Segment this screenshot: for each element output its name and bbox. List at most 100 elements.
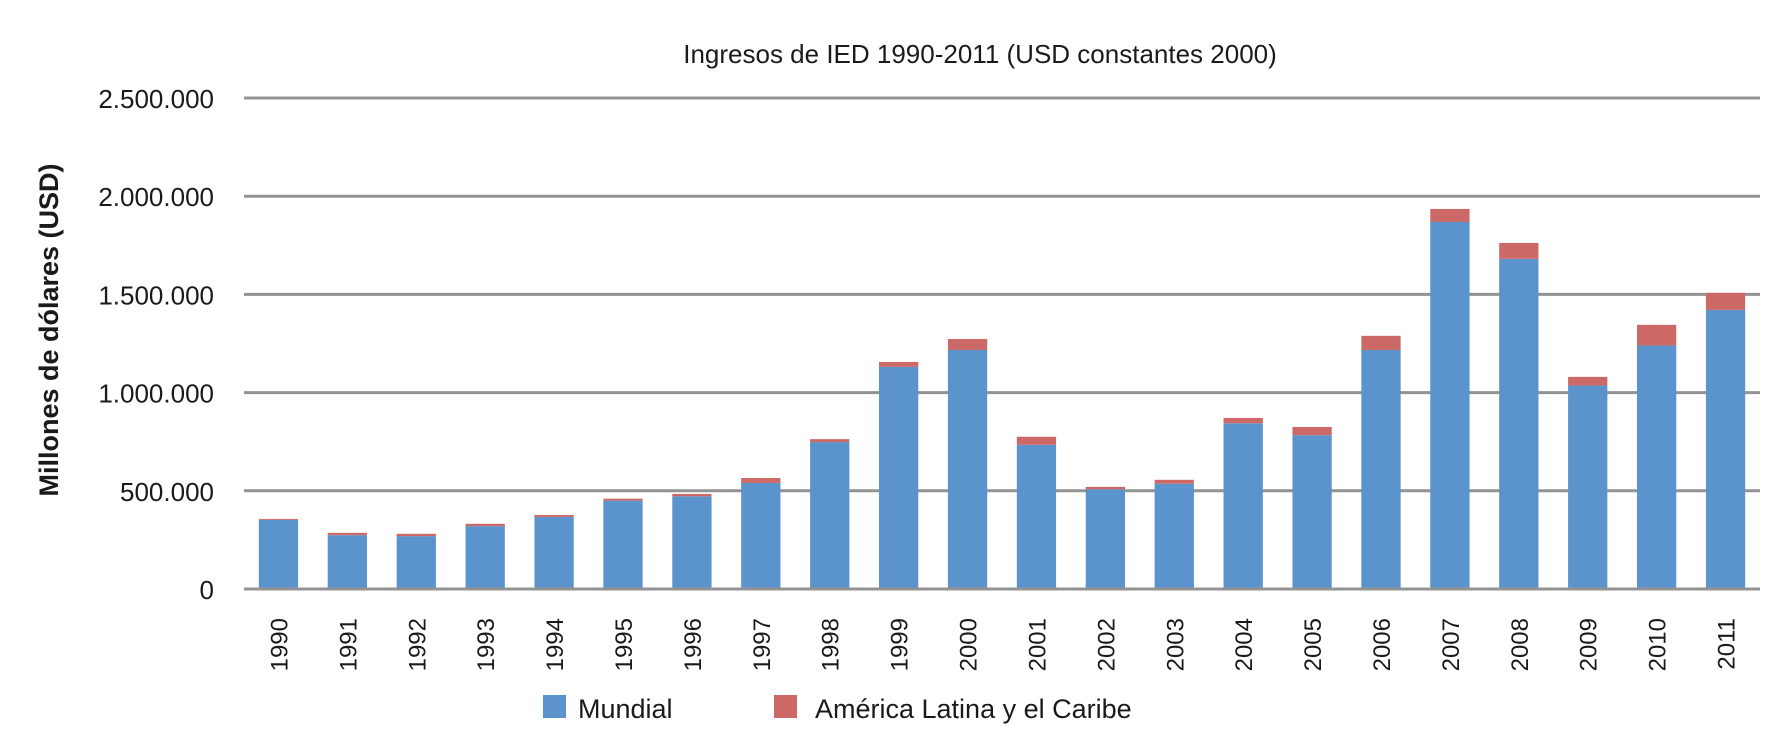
bar-group-1992: [396, 533, 436, 589]
bar-america-latina-1992: [396, 533, 436, 537]
x-tick-label: 1995: [611, 618, 638, 671]
bar-america-latina-2000: [947, 338, 988, 350]
legend-label-america-latina: América Latina y el Caribe: [815, 694, 1132, 724]
y-axis-label: Millones de dólares (USD): [34, 163, 64, 496]
x-tick-label: 1993: [473, 618, 500, 671]
bar-mundial-1998: [810, 442, 850, 589]
bar-mundial-2000: [947, 349, 988, 589]
bar-group-1995: [603, 498, 643, 589]
bar-group-1993: [465, 523, 505, 589]
bar-mundial-2010: [1636, 345, 1677, 589]
bar-america-latina-1993: [465, 523, 505, 527]
bar-mundial-2006: [1361, 349, 1401, 589]
bar-group-1997: [741, 478, 781, 589]
bar-mundial-1994: [534, 516, 574, 589]
bar-america-latina-2009: [1568, 376, 1608, 386]
bar-mundial-2011: [1705, 309, 1746, 589]
bar-america-latina-2003: [1154, 479, 1194, 484]
bar-america-latina-2006: [1361, 335, 1401, 350]
x-tick-label: 2011: [1714, 618, 1741, 670]
bar-mundial-2004: [1223, 423, 1263, 589]
bar-group-2001: [1016, 436, 1057, 589]
bar-group-2008: [1499, 242, 1539, 589]
y-tick-label: 1.500.000: [98, 280, 214, 310]
x-tick-label: 2001: [1024, 618, 1051, 671]
bar-america-latina-2011: [1705, 292, 1746, 310]
bar-mundial-1993: [465, 526, 505, 589]
bar-mundial-1992: [396, 536, 436, 589]
bar-mundial-2005: [1292, 435, 1332, 589]
y-axis-ticks: 0 500.000 1.000.000 1.500.000 2.000.000 2.500…: [98, 84, 214, 605]
x-tick-label: 2004: [1231, 618, 1258, 671]
bar-mundial-2009: [1568, 385, 1608, 589]
legend-swatch-mundial: [543, 695, 566, 718]
bar-mundial-2001: [1016, 444, 1057, 589]
legend: Mundial América Latina y el Caribe: [543, 694, 1132, 724]
bar-group-2005: [1292, 426, 1332, 589]
x-tick-label: 1996: [680, 618, 707, 671]
x-tick-label: 2005: [1300, 618, 1327, 671]
bar-mundial-1997: [741, 482, 781, 589]
bar-mundial-2002: [1085, 489, 1126, 589]
bar-group-1998: [810, 439, 850, 589]
bars: [244, 208, 1760, 591]
bar-group-2007: [1430, 208, 1470, 589]
bar-mundial-2007: [1430, 221, 1470, 589]
bar-mundial-2008: [1499, 258, 1539, 589]
bar-group-2006: [1361, 335, 1401, 589]
bar-america-latina-1995: [603, 498, 643, 501]
x-tick-label: 1994: [542, 618, 569, 671]
bar-mundial-1990: [258, 519, 299, 589]
x-tick-label: 1992: [404, 618, 431, 671]
y-tick-label: 0: [200, 575, 214, 605]
x-tick-label: 1991: [335, 618, 362, 671]
bar-mundial-1999: [878, 366, 919, 589]
x-tick-label: 2009: [1576, 618, 1603, 671]
y-tick-label: 1.000.000: [98, 379, 214, 409]
bar-group-1990: [258, 518, 299, 589]
y-tick-label: 2.500.000: [98, 84, 214, 114]
bar-group-2004: [1223, 417, 1263, 589]
bar-america-latina-1998: [810, 439, 850, 443]
bar-mundial-2003: [1154, 483, 1194, 589]
x-tick-label: 2010: [1645, 618, 1672, 671]
bar-america-latina-1990: [258, 518, 299, 520]
x-tick-label: 2006: [1369, 618, 1396, 671]
bar-america-latina-2007: [1430, 208, 1470, 222]
x-tick-label: 2000: [956, 618, 983, 671]
y-tick-label: 500.000: [120, 477, 214, 507]
legend-swatch-america-latina: [774, 695, 797, 718]
bar-america-latina-1997: [741, 478, 781, 483]
y-tick-label: 2.000.000: [98, 182, 214, 212]
x-tick-label: 1990: [266, 618, 293, 671]
bar-group-1991: [327, 532, 368, 589]
bar-group-2003: [1154, 479, 1194, 589]
bar-group-1996: [672, 493, 712, 589]
x-tick-label: 2008: [1507, 618, 1534, 671]
x-tick-label: 1997: [749, 618, 776, 671]
x-tick-label: 1998: [818, 618, 845, 671]
bar-america-latina-1999: [878, 361, 919, 367]
bar-group-1994: [534, 514, 574, 589]
bar-america-latina-2008: [1499, 242, 1539, 259]
x-axis-ticks: 1990 1991 1992 1993 1994 1995 1996 1997 1998 1999…: [266, 618, 1740, 671]
bar-group-2009: [1568, 376, 1608, 589]
bar-america-latina-1994: [534, 514, 574, 517]
x-tick-label: 2003: [1162, 618, 1189, 671]
bar-america-latina-2004: [1223, 417, 1263, 424]
bar-mundial-1995: [603, 500, 643, 589]
bar-group-1999: [878, 361, 919, 589]
bar-group-2011: [1705, 292, 1746, 589]
bar-group-2000: [947, 338, 988, 589]
bar-america-latina-2002: [1085, 486, 1126, 490]
chart-title: Ingresos de IED 1990-2011 (USD constante…: [683, 39, 1277, 69]
bar-america-latina-1991: [327, 532, 368, 536]
bar-mundial-1991: [327, 535, 368, 589]
x-tick-label: 2002: [1093, 618, 1120, 671]
x-tick-label: 1999: [887, 618, 914, 671]
bar-group-2010: [1636, 324, 1677, 589]
x-tick-label: 2007: [1438, 618, 1465, 671]
bar-group-2002: [1085, 486, 1126, 589]
bar-america-latina-2010: [1636, 324, 1677, 346]
